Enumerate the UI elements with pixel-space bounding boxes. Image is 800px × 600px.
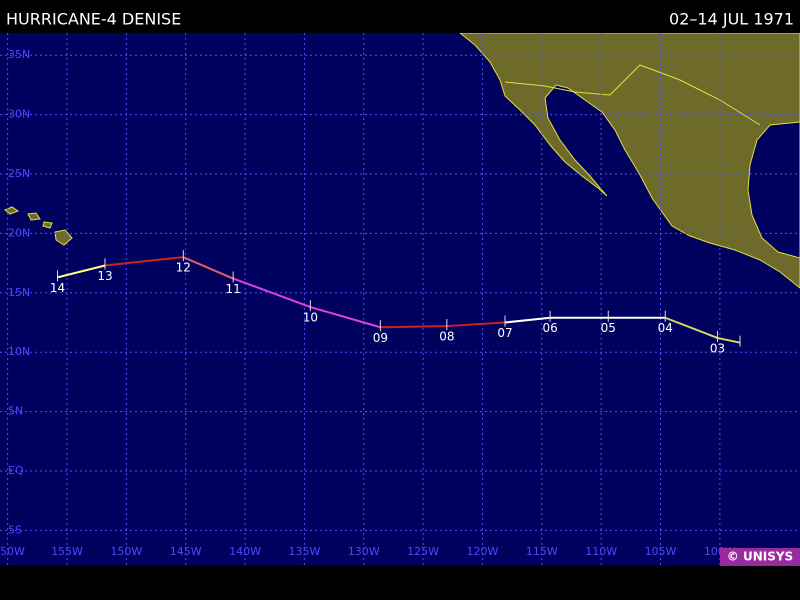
lon-label: 110W: [585, 545, 617, 558]
title-bar: [0, 0, 800, 33]
hawaii-1: [4, 206, 20, 215]
lon-label: 130W: [348, 545, 380, 558]
lat-label: 20N: [8, 226, 30, 239]
day-label: 03: [710, 341, 725, 355]
lat-label: 25N: [8, 167, 30, 180]
lon-label: 115W: [526, 545, 558, 558]
lon-label: 50W: [0, 545, 25, 558]
lon-label: 125W: [407, 545, 439, 558]
track-segment: [504, 316, 551, 324]
footer-bar: [0, 565, 800, 600]
lon-label: 135W: [288, 545, 320, 558]
track-segment: [232, 277, 311, 308]
track-segment: [380, 325, 447, 329]
lon-label: 140W: [229, 545, 261, 558]
lat-label: 5N: [8, 405, 23, 418]
lon-label: 105W: [645, 545, 677, 558]
track-segment: [182, 256, 234, 280]
title: HURRICANE-4 DENISE: [6, 10, 181, 29]
lat-label: EQ: [8, 464, 24, 477]
lat-label: 35N: [8, 48, 30, 61]
day-label: 10: [303, 311, 318, 325]
lat-label: 30N: [8, 108, 30, 121]
day-label: 09: [373, 331, 388, 345]
day-label: 05: [601, 321, 616, 335]
lat-label: 5S: [8, 523, 22, 536]
track-segment: [664, 316, 718, 339]
hawaii-4: [54, 229, 73, 246]
track-segment: [57, 264, 106, 279]
axis-labels: 35N 30N 25N 20N 15N 10N 5N EQ 5S 50W 155W 150W 145W 1…: [0, 48, 736, 558]
lat-label: 15N: [8, 286, 30, 299]
day-label: 06: [542, 321, 557, 335]
lon-label: 120W: [467, 545, 499, 558]
land: [4, 32, 800, 289]
credit: © UNISYS: [727, 550, 793, 564]
lat-label: 10N: [8, 345, 30, 358]
lon-label: 155W: [51, 545, 83, 558]
lon-label: 150W: [110, 545, 142, 558]
border: [504, 64, 761, 126]
day-label: 04: [658, 321, 673, 335]
track: 03 04 05 06 07 08 09 10 11 12 13 14: [50, 250, 741, 355]
hawaii-3: [42, 221, 53, 229]
day-label: 13: [97, 269, 112, 283]
day-label: 12: [176, 261, 191, 275]
day-label: 08: [439, 330, 454, 344]
grid: [0, 33, 800, 565]
gulf-of-mexico: [747, 121, 800, 259]
track-segment: [717, 336, 741, 344]
day-label: 11: [226, 282, 241, 296]
track-segment: [104, 256, 184, 267]
day-label: 07: [497, 326, 512, 340]
credit-badge: [720, 548, 800, 566]
day-label: 14: [50, 281, 65, 295]
north-america: [458, 32, 800, 289]
hawaii-2: [27, 212, 41, 221]
lon-label: 145W: [170, 545, 202, 558]
dates: 02–14 JUL 1971: [669, 10, 794, 29]
track-segment: [310, 306, 381, 329]
track-segment: [446, 321, 506, 328]
